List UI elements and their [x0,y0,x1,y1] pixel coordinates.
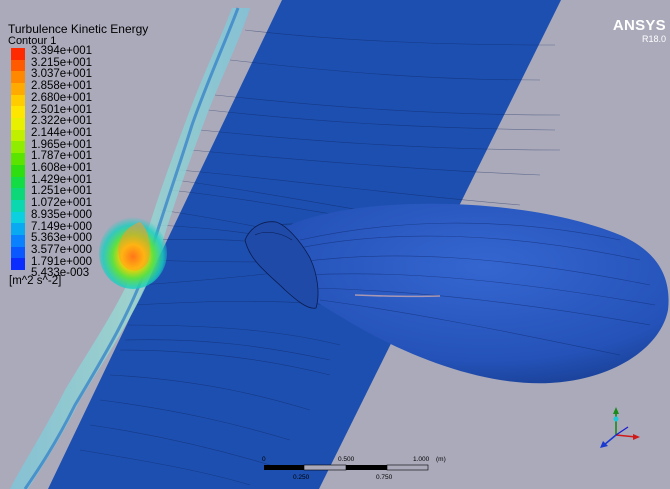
legend-tick: 3.577e+000 [31,243,93,256]
legend-tick: 3.215e+001 [31,56,93,69]
streamlines [79,29,561,486]
scale-label-0750: 0.750 [376,474,393,481]
pod-nose [244,221,319,309]
x-axis-icon [615,434,637,438]
legend-unit: [m^2 s^-2] [9,275,62,287]
z-axis-icon [603,434,617,446]
scale-label-1000: 1.000 [413,456,430,463]
legend-tick: 5.363e+000 [31,232,93,245]
legend-tick: 2.144e+001 [31,126,93,139]
legend-swatch [11,141,25,154]
legend-swatch [11,94,25,107]
scale-label-0: 0 [262,456,266,463]
scale-label-0500: 0.500 [338,456,355,463]
legend-swatch [11,106,25,119]
legend-tick: 1.429e+001 [31,173,93,186]
pod-body [260,203,669,384]
ansys-logo: ANSYS [612,17,666,34]
legend-tick: 5.433e-003 [31,267,90,280]
scale-bar-segment-2 [303,464,347,471]
legend-tick: 1.072e+001 [31,197,93,210]
legend-tick: 2.322e+001 [31,115,93,128]
legend-swatch [11,83,25,96]
ansys-version: R18.0 [641,34,666,44]
legend-swatch [11,188,25,201]
scale-bar-segment-3 [346,465,387,470]
legend-tick: 2.501e+001 [31,103,93,116]
legend-tick: 3.394e+001 [31,45,93,57]
legend-swatch [11,59,25,72]
legend-swatch [11,211,25,224]
legend-swatch [11,164,25,177]
turbulence-hotspot-core [118,222,150,271]
legend-tick: 8.935e+000 [31,208,93,221]
legend-tick: 1.608e+001 [31,162,93,174]
z-axis-arrow-icon [600,441,608,448]
x-axis-arrow-icon [633,434,640,440]
legend-subtitle: Contour 1 [8,35,57,47]
legend-tick: 1.965e+001 [31,138,93,151]
legend-swatch [11,129,25,142]
legend-tick: 1.791e+000 [31,255,93,268]
legend-swatch [11,246,25,259]
legend-tick: 2.858e+001 [31,80,93,93]
legend-swatch [11,199,25,213]
legend-swatch [11,48,25,61]
legend-swatch [11,118,25,131]
legend-tick: 1.251e+001 [31,185,93,198]
axis-triad[interactable] [594,405,644,451]
scale-bar-segment-4 [386,464,429,471]
legend-tick: 2.680e+001 [31,91,93,104]
scale-label-0250: 0.250 [293,474,310,481]
scale-label-unit: (m) [436,456,446,463]
legend-swatch [11,258,25,271]
legend-tick: 1.787e+001 [31,150,93,163]
scale-bar: 0 0.500 1.000 (m) 0.250 0.750 [262,456,446,481]
legend-swatch [11,223,25,236]
pod-surface-streamlines [289,222,656,356]
scale-bar-segment-1 [264,465,304,470]
legend-tick: 3.037e+001 [31,68,93,81]
legend-swatch [11,234,25,248]
triad-diagonal-icon [615,426,629,436]
pod-hot-line [354,294,441,298]
legend-swatch [11,153,25,166]
legend-title: Turbulence Kinetic Energy [8,22,149,36]
legend-tick: 7.149e+000 [31,220,93,233]
y-axis-arrow-icon [613,407,619,414]
legend-swatch [11,71,25,84]
legend-swatch [11,176,25,189]
pod-nose-edge [254,231,293,241]
triad-origin-icon [613,416,619,422]
legend-color-bar[interactable] [11,48,25,271]
